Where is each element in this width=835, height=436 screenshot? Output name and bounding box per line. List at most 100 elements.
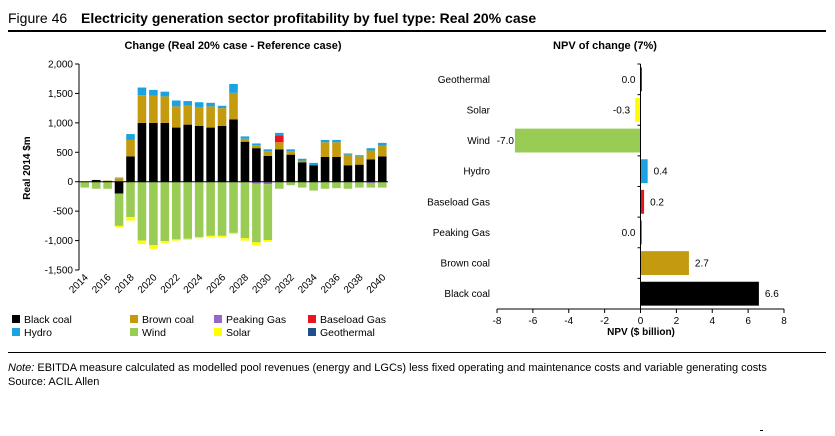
right-x-axis-label: NPV ($ billion) (607, 327, 675, 338)
stacked-bar-segment (206, 106, 215, 128)
stacked-bar-segment (366, 181, 376, 183)
stacked-bar-segment (229, 92, 238, 120)
npv-category-label: Wind (467, 136, 490, 147)
stacked-bar-segment (320, 139, 330, 143)
left-x-tick-label: 2040 (365, 272, 389, 296)
stacked-bar-segment (137, 181, 147, 241)
left-y-tick-label: 1,500 (48, 89, 73, 100)
right-category-labels: Geothermal Solar Wind Hydro Baseload Gas Peak… (427, 75, 490, 300)
npv-category-label: Geothermal (438, 75, 490, 86)
legend-item: Black coal (12, 314, 72, 327)
page-mark (760, 430, 763, 431)
legend-label: Brown coal (142, 314, 194, 326)
right-x-tick-label: 2 (674, 316, 680, 327)
stacked-bar-segment (91, 179, 101, 182)
stacked-bar-segment (217, 181, 227, 236)
left-y-tick-label: 2,000 (48, 60, 73, 71)
stacked-bar-segment (137, 240, 147, 245)
stacked-bar-segment (229, 232, 238, 235)
right-x-tick-label: -2 (600, 316, 609, 327)
stacked-bar-segment (366, 150, 376, 160)
stacked-bar-segment (229, 181, 238, 233)
stacked-bar-segment (114, 177, 124, 179)
npv-bar (640, 251, 689, 276)
stacked-bar-segment (103, 181, 112, 189)
stacked-bar-segment (194, 237, 204, 239)
stacked-bar-segment (263, 239, 273, 242)
stacked-bar-segment (377, 156, 387, 182)
stacked-bar-segment (343, 154, 353, 166)
npv-category-label: Peaking Gas (433, 228, 490, 239)
legend-label: Peaking Gas (226, 314, 287, 326)
right-x-tick-label: -6 (528, 316, 537, 327)
stacked-bar-segment (114, 225, 124, 228)
npv-category-label: Baseload Gas (427, 197, 490, 208)
stacked-bar-segment (355, 181, 364, 188)
stacked-bar-segment (171, 106, 181, 128)
stacked-bar-segment (320, 156, 330, 182)
npv-bar (640, 189, 645, 214)
stacked-bar-segment (343, 153, 353, 155)
stacked-bar-segment (240, 136, 250, 139)
stacked-bar-segment (80, 181, 90, 188)
stacked-bar-segment (286, 151, 296, 155)
stacked-bar-segment (126, 156, 135, 182)
left-y-tick-labels: 2,000 1,500 1,000 500 0 -500 -1,000 -1,500 (45, 60, 74, 277)
stacked-bar-segment (206, 235, 215, 238)
legend-swatch (130, 315, 138, 323)
stacked-bar-segment (286, 181, 296, 186)
left-x-tick-label: 2022 (159, 272, 183, 296)
npv-category-label: Hydro (463, 167, 490, 178)
stacked-bar-segment (286, 154, 296, 182)
stacked-bar-segment (377, 181, 387, 188)
legend-item: Solar (214, 327, 251, 340)
stacked-bar-segment (229, 84, 238, 93)
stacked-bar-segment (171, 181, 181, 240)
legend-label: Black coal (24, 314, 72, 326)
stacked-bar-segment (240, 181, 250, 239)
npv-category-label: Brown coal (441, 259, 490, 270)
stacked-bar-segment (126, 217, 135, 221)
npv-bar (640, 281, 759, 306)
legend-swatch (308, 315, 316, 323)
stacked-bar-segment (366, 148, 376, 151)
npv-value-label: -0.3 (613, 105, 631, 116)
stacked-bar-segment (103, 180, 112, 182)
stacked-bar-segment (240, 238, 250, 241)
stacked-bar-segment (183, 101, 193, 106)
stacked-bar-segment (252, 181, 261, 184)
left-x-tick-labels: 2014 2016 2018 2020 2022 2024 2026 2028 2030 2032… (67, 272, 388, 296)
stacked-bar-segment (149, 181, 158, 246)
stacked-bar-segment (229, 119, 238, 182)
left-chart-title: Change (Real 20% case - Reference case) (124, 40, 341, 52)
stacked-bar-segment (332, 139, 341, 143)
stacked-bar-segment (320, 142, 330, 157)
npv-bar (640, 67, 642, 92)
right-x-tick-label: 0 (638, 316, 644, 327)
stacked-bar-segment (183, 124, 193, 182)
stacked-bar-segment (149, 122, 158, 182)
stacked-bar-segment (183, 105, 193, 125)
stacked-bar-segment (309, 162, 318, 166)
stacked-bar-segment (206, 181, 215, 236)
legend-item: Brown coal (130, 314, 194, 327)
stacked-bar-segment (297, 158, 307, 161)
npv-bar (635, 97, 641, 122)
npv-bar-chart: NPV of change (7%) 0.0 -0.3 -7.0 0.4 0.2 0.0 2… (427, 40, 787, 338)
stacked-bar-segment (263, 149, 273, 152)
stacked-bar-segment (252, 145, 261, 149)
left-x-tick-label: 2018 (113, 272, 137, 296)
stacked-bar-segment (274, 149, 284, 182)
legend-label: Baseload Gas (320, 314, 386, 326)
stacked-bar-chart: Change (Real 20% case - Reference case) … (22, 40, 389, 296)
left-y-tick-label: -1,000 (45, 236, 74, 247)
stacked-bar-segment (126, 139, 135, 157)
stacked-bar-segment (297, 162, 307, 182)
npv-value-label: 0.2 (650, 197, 664, 208)
stacked-bar-segment (377, 145, 387, 157)
stacked-bar-segment (160, 241, 170, 243)
npv-value-label: 2.7 (695, 259, 709, 270)
stacked-bar-segment (137, 95, 147, 123)
left-x-tick-label: 2016 (90, 272, 114, 296)
left-x-tick-label: 2020 (136, 272, 160, 296)
